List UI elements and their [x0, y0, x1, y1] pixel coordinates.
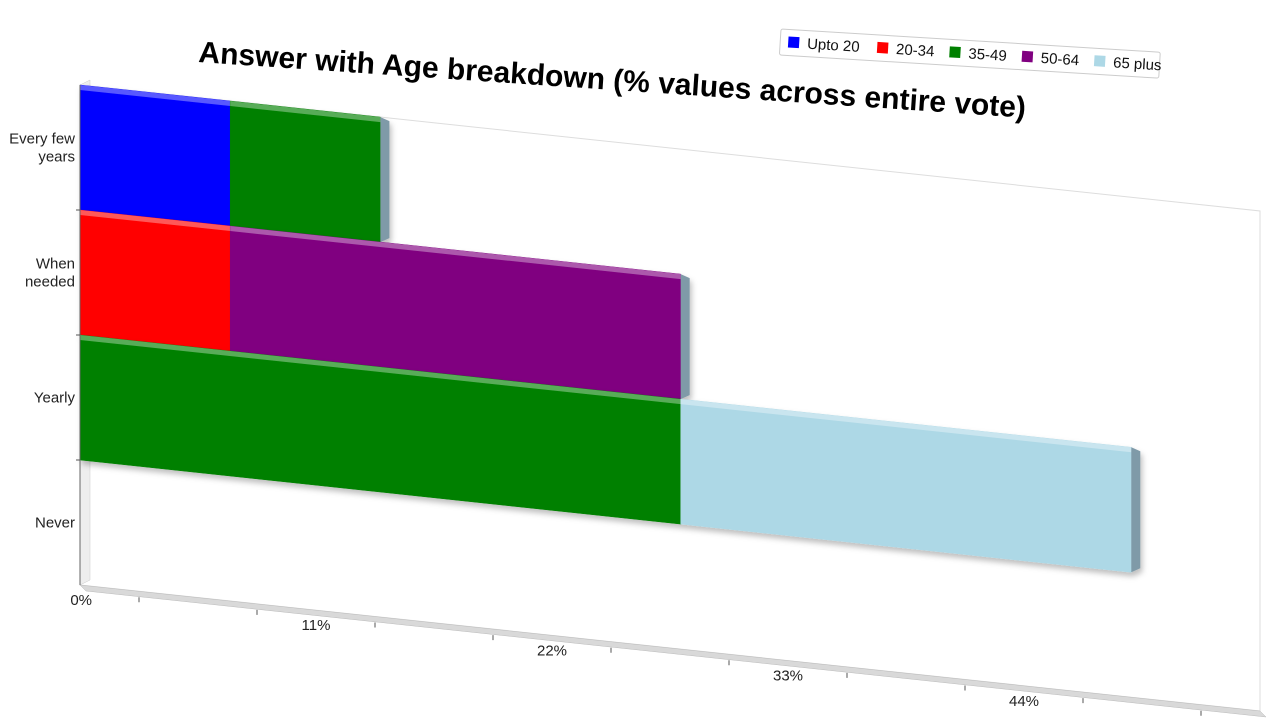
bar-group — [79, 209, 690, 400]
category-label: years — [38, 149, 75, 166]
bar-group — [79, 84, 390, 243]
bar-bevel — [80, 335, 681, 405]
legend-label: 50-64 — [1040, 50, 1079, 69]
legend-swatch — [787, 36, 800, 49]
legend-box — [779, 28, 1161, 79]
bar-bevel — [230, 226, 681, 280]
legend-label: 20-34 — [896, 41, 935, 60]
legend-swatch — [949, 46, 961, 58]
x-tick-label: 44% — [1009, 693, 1039, 710]
bar-end-face — [680, 274, 690, 400]
x-tick-label: 22% — [537, 642, 567, 659]
bar-bevel — [80, 85, 231, 106]
bar-end-face — [1131, 447, 1141, 573]
legend-label: 35-49 — [968, 46, 1007, 65]
bar-bevel — [680, 399, 1132, 453]
legend-label: 65 plus — [1113, 54, 1162, 74]
legend-swatch — [1021, 50, 1034, 63]
bar-segment — [229, 100, 381, 243]
bar-segment — [79, 209, 231, 352]
bar-bevel — [230, 101, 381, 123]
plot-floor — [79, 584, 1267, 718]
category-label: Never — [35, 515, 75, 532]
x-tick-label: 11% — [302, 617, 331, 634]
x-tick-label: 33% — [773, 668, 803, 685]
bars-layer — [79, 84, 1141, 573]
x-tick-label: 55% — [1242, 718, 1272, 720]
bar-bevel — [80, 210, 231, 231]
legend: Upto 20 20-34 35-49 50-64 65 plus — [779, 28, 1162, 79]
legend-label: Upto 20 — [807, 36, 860, 56]
legend-swatch — [1093, 55, 1106, 67]
category-label: When — [36, 256, 75, 273]
legend-swatch — [876, 41, 889, 54]
category-label: Yearly — [34, 390, 76, 407]
bar-group — [79, 334, 1141, 573]
bar-segment — [79, 84, 231, 227]
bar-end-face — [380, 117, 390, 243]
x-tick-label: 0% — [70, 592, 92, 609]
category-label: Every few — [9, 131, 75, 148]
category-label: needed — [25, 274, 75, 291]
